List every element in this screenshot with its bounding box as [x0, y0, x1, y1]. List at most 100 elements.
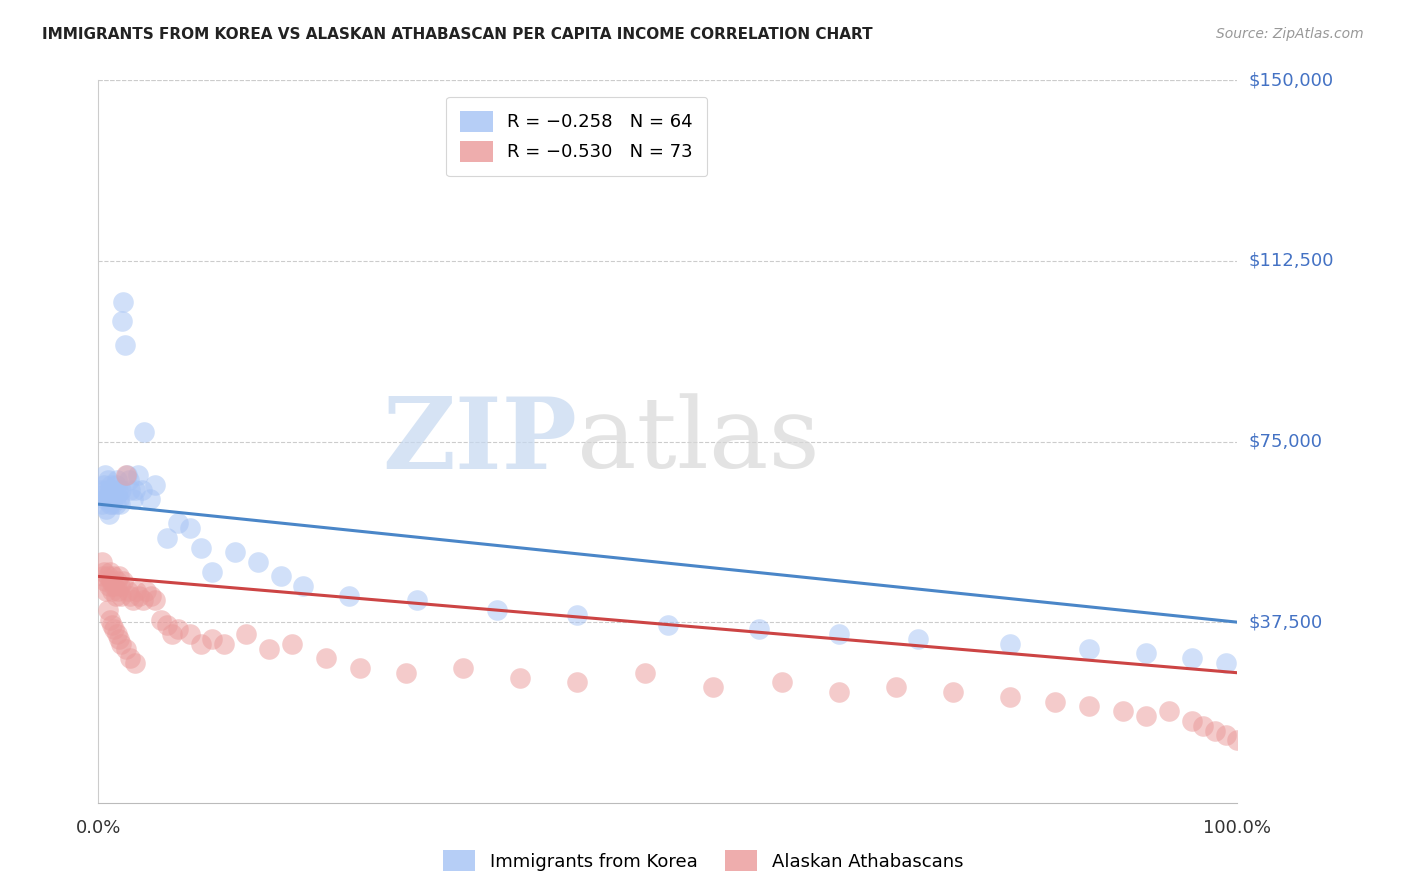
Point — [349, 661, 371, 675]
Point — [96, 492, 118, 507]
Point — [104, 497, 127, 511]
Point — [828, 627, 851, 641]
Point — [110, 637, 132, 651]
Point — [128, 589, 150, 603]
Point — [132, 425, 155, 439]
Point — [770, 675, 793, 690]
Point — [104, 589, 127, 603]
Point — [1078, 641, 1101, 656]
Point — [167, 623, 190, 637]
Text: $150,000: $150,000 — [1249, 71, 1333, 89]
Point — [110, 483, 132, 497]
Point — [98, 497, 121, 511]
Point — [998, 637, 1021, 651]
Point — [120, 651, 142, 665]
Point — [156, 531, 179, 545]
Text: IMMIGRANTS FROM KOREA VS ALASKAN ATHABASCAN PER CAPITA INCOME CORRELATION CHART: IMMIGRANTS FROM KOREA VS ALASKAN ATHABAS… — [42, 27, 873, 42]
Point — [105, 574, 128, 589]
Point — [145, 593, 167, 607]
Point — [1215, 656, 1237, 670]
Point — [201, 565, 224, 579]
Point — [179, 627, 201, 641]
Point — [179, 521, 201, 535]
Point — [907, 632, 929, 646]
Point — [96, 583, 118, 598]
Point — [139, 589, 162, 603]
Point — [131, 483, 153, 497]
Point — [121, 492, 143, 507]
Point — [657, 617, 679, 632]
Point — [114, 641, 136, 656]
Point — [150, 613, 173, 627]
Point — [104, 478, 127, 492]
Point — [101, 497, 124, 511]
Point — [1192, 719, 1215, 733]
Point — [97, 507, 120, 521]
Point — [127, 468, 149, 483]
Point — [190, 637, 212, 651]
Point — [103, 579, 125, 593]
Point — [156, 617, 179, 632]
Point — [107, 583, 129, 598]
Point — [138, 492, 160, 507]
Point — [998, 690, 1021, 704]
Point — [91, 487, 114, 501]
Point — [90, 555, 112, 569]
Point — [108, 497, 131, 511]
Point — [118, 473, 141, 487]
Point — [1112, 704, 1135, 718]
Point — [101, 617, 124, 632]
Point — [112, 294, 135, 309]
Point — [406, 593, 429, 607]
Point — [98, 483, 121, 497]
Point — [292, 579, 315, 593]
Point — [1181, 714, 1204, 728]
Point — [1135, 647, 1157, 661]
Point — [337, 589, 360, 603]
Point — [1204, 723, 1226, 738]
Point — [114, 468, 136, 483]
Point — [1043, 695, 1066, 709]
Point — [98, 565, 121, 579]
Point — [884, 680, 907, 694]
Point — [1157, 704, 1180, 718]
Text: atlas: atlas — [576, 393, 820, 490]
Point — [124, 483, 146, 497]
Point — [97, 579, 120, 593]
Point — [103, 487, 125, 501]
Point — [1215, 728, 1237, 742]
Point — [281, 637, 304, 651]
Point — [120, 589, 142, 603]
Point — [702, 680, 724, 694]
Point — [162, 627, 184, 641]
Point — [93, 565, 115, 579]
Point — [190, 541, 212, 555]
Point — [634, 665, 657, 680]
Point — [1181, 651, 1204, 665]
Point — [96, 569, 118, 583]
Point — [100, 574, 122, 589]
Point — [103, 483, 125, 497]
Point — [125, 583, 148, 598]
Point — [91, 569, 114, 583]
Point — [246, 555, 269, 569]
Point — [942, 685, 965, 699]
Point — [167, 516, 190, 531]
Point — [103, 623, 125, 637]
Point — [94, 574, 117, 589]
Text: Source: ZipAtlas.com: Source: ZipAtlas.com — [1216, 27, 1364, 41]
Point — [103, 569, 125, 583]
Point — [96, 603, 118, 617]
Point — [96, 502, 118, 516]
Point — [108, 579, 131, 593]
Point — [235, 627, 257, 641]
Point — [108, 569, 131, 583]
Point — [107, 483, 129, 497]
Point — [112, 574, 135, 589]
Legend: Immigrants from Korea, Alaskan Athabascans: Immigrants from Korea, Alaskan Athabasca… — [436, 843, 970, 879]
Point — [110, 589, 132, 603]
Point — [395, 665, 418, 680]
Point — [828, 685, 851, 699]
Point — [111, 314, 134, 328]
Point — [100, 478, 122, 492]
